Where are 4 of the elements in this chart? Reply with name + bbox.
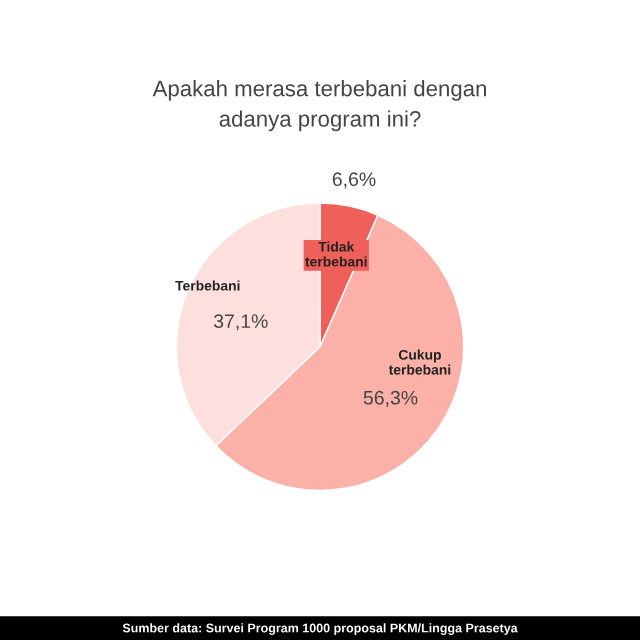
data-label: 37,1% bbox=[213, 314, 268, 331]
data-label: 6,6% bbox=[332, 172, 376, 189]
data-label: 56,3% bbox=[363, 390, 418, 407]
chart-title: Apakah merasa terbebani dengan adanya program ini? bbox=[152, 80, 486, 132]
